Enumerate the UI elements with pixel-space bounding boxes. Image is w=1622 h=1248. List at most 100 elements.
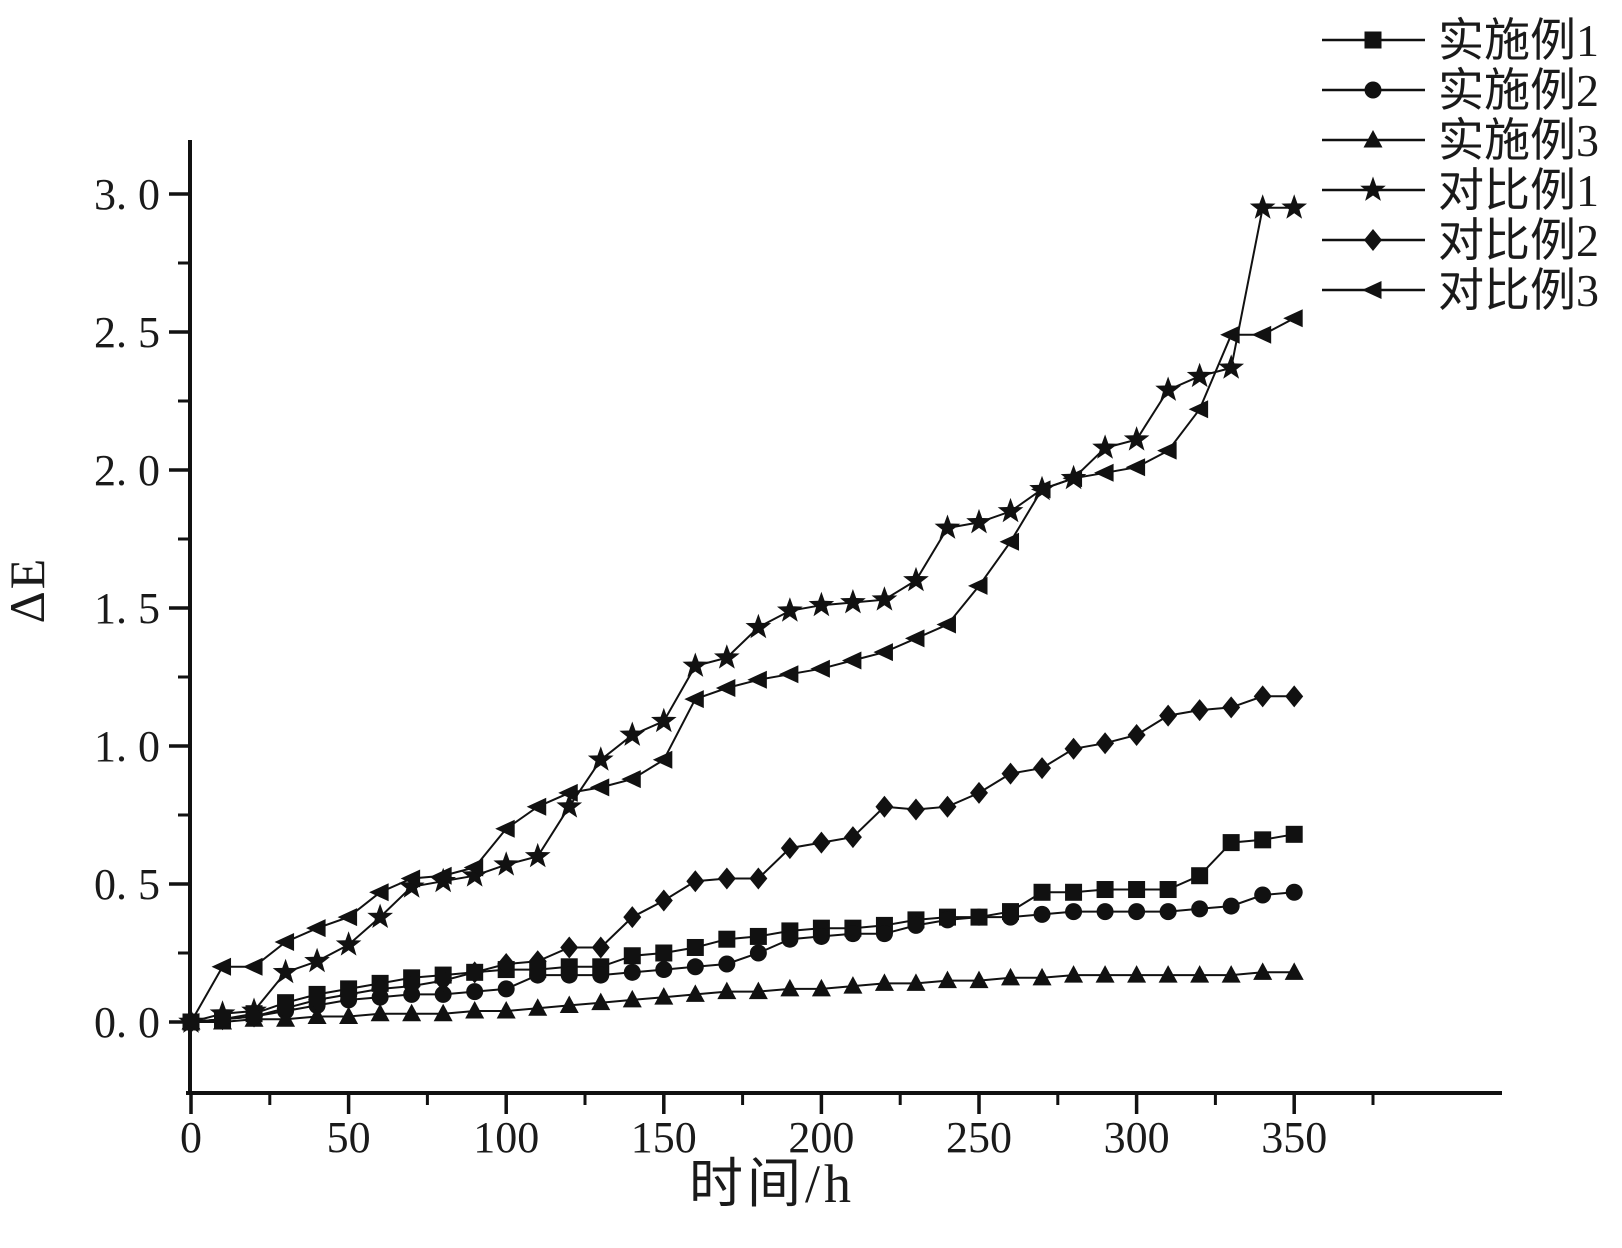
- triangle-up-marker: [591, 992, 611, 1011]
- legend-label: 对比例1: [1438, 165, 1599, 216]
- circle-marker: [1159, 903, 1177, 921]
- diamond-marker: [749, 867, 768, 890]
- triangle-left-marker: [1188, 400, 1209, 419]
- triangle-up-marker: [433, 1003, 453, 1022]
- triangle-left-marker: [211, 957, 232, 976]
- star-marker: [398, 873, 425, 898]
- circle-marker: [1285, 883, 1303, 901]
- series-shili3: [181, 962, 1304, 1030]
- star-marker: [934, 514, 961, 539]
- triangle-left-marker: [999, 532, 1020, 551]
- series-duibi2: [182, 685, 1304, 1033]
- star-marker: [777, 597, 803, 622]
- square-marker: [623, 947, 641, 965]
- triangle-left-marker: [369, 883, 389, 902]
- circle-marker: [497, 980, 515, 998]
- diamond-marker: [970, 781, 988, 804]
- legend-label: 实施例3: [1438, 115, 1599, 166]
- star-marker: [808, 591, 835, 617]
- square-marker: [1033, 883, 1051, 901]
- triangle-left-marker: [243, 957, 263, 976]
- diamond-marker: [1064, 737, 1083, 760]
- diamond-marker: [465, 961, 484, 984]
- diamond-marker: [402, 975, 421, 998]
- diamond-marker: [843, 826, 862, 849]
- triangle-left-marker: [589, 778, 610, 797]
- square-marker: [1222, 834, 1240, 852]
- star-marker: [1092, 434, 1118, 459]
- diamond-marker: [938, 795, 957, 818]
- triangle-up-marker: [780, 978, 800, 997]
- circle-marker: [529, 966, 547, 984]
- circle-marker: [592, 966, 610, 984]
- square-marker: [749, 927, 767, 945]
- circle-marker: [875, 925, 893, 943]
- circle-marker: [686, 958, 704, 976]
- star-marker: [493, 851, 519, 876]
- diamond-marker: [1096, 732, 1115, 755]
- triangle-left-marker: [1157, 441, 1177, 460]
- triangle-left-marker: [904, 629, 925, 648]
- circle-marker: [1096, 903, 1114, 921]
- star-marker: [1218, 354, 1244, 379]
- diamond-marker: [591, 936, 610, 959]
- triangle-left-marker: [463, 858, 484, 877]
- triangle-left-marker: [684, 690, 704, 709]
- legend-item-shili1: 实施例1: [1322, 15, 1599, 66]
- data-series: [178, 194, 1307, 1033]
- circle-marker: [1222, 897, 1240, 915]
- diamond-marker: [686, 870, 705, 893]
- triangle-left-marker: [306, 919, 326, 938]
- square-marker: [655, 944, 673, 962]
- y-axis-title: ΔE: [0, 557, 55, 624]
- legend-triangle-up-marker: [1363, 130, 1383, 148]
- series-duibi1: [178, 194, 1307, 1033]
- triangle-up-marker: [465, 1000, 485, 1019]
- diamond-marker: [1253, 685, 1272, 708]
- triangle-up-marker: [748, 981, 768, 1000]
- diamond-marker: [1159, 704, 1178, 727]
- triangle-up-marker: [685, 984, 705, 1002]
- y-tick-label: 0. 5: [94, 860, 160, 909]
- diamond-marker: [497, 953, 516, 976]
- star-marker: [272, 958, 299, 984]
- triangle-up-marker: [559, 995, 579, 1013]
- square-marker: [1128, 881, 1146, 899]
- circle-marker: [749, 944, 767, 962]
- triangle-up-marker: [811, 978, 831, 997]
- diamond-marker: [1033, 757, 1052, 780]
- circle-marker: [655, 961, 673, 979]
- diamond-marker: [308, 988, 327, 1011]
- triangle-left-marker: [1031, 480, 1051, 499]
- y-tick-label: 3. 0: [94, 170, 160, 219]
- diamond-marker: [434, 969, 453, 992]
- diamond-marker: [276, 997, 295, 1020]
- x-tick-label: 150: [631, 1113, 697, 1162]
- circle-marker: [1128, 903, 1146, 921]
- triangle-left-marker: [337, 908, 358, 927]
- diamond-marker: [371, 977, 390, 1000]
- star-marker: [745, 613, 772, 639]
- triangle-up-marker: [1064, 965, 1084, 983]
- triangle-left-marker: [180, 1013, 200, 1031]
- square-marker: [1191, 867, 1209, 885]
- triangle-left-marker: [715, 679, 736, 698]
- diamond-marker: [654, 889, 673, 912]
- axis-ticks: 0 50 100 150 200 250 300 350 0. 0 0. 5 1. 0 1. 5 2. …: [94, 170, 1375, 1162]
- square-marker: [1159, 881, 1177, 899]
- triangle-up-marker: [622, 989, 642, 1008]
- diamond-marker: [1127, 723, 1146, 746]
- star-marker: [871, 586, 898, 611]
- y-tick-label: 0. 0: [94, 998, 160, 1047]
- diamond-marker: [1001, 762, 1020, 785]
- y-tick-label: 2. 5: [94, 308, 160, 357]
- triangle-up-marker: [496, 1000, 516, 1019]
- triangle-up-marker: [843, 976, 863, 994]
- legend-label: 实施例1: [1438, 15, 1599, 66]
- diamond-marker: [339, 983, 358, 1006]
- star-marker: [903, 566, 929, 592]
- legend-circle-marker: [1364, 81, 1382, 99]
- circle-marker: [812, 927, 830, 945]
